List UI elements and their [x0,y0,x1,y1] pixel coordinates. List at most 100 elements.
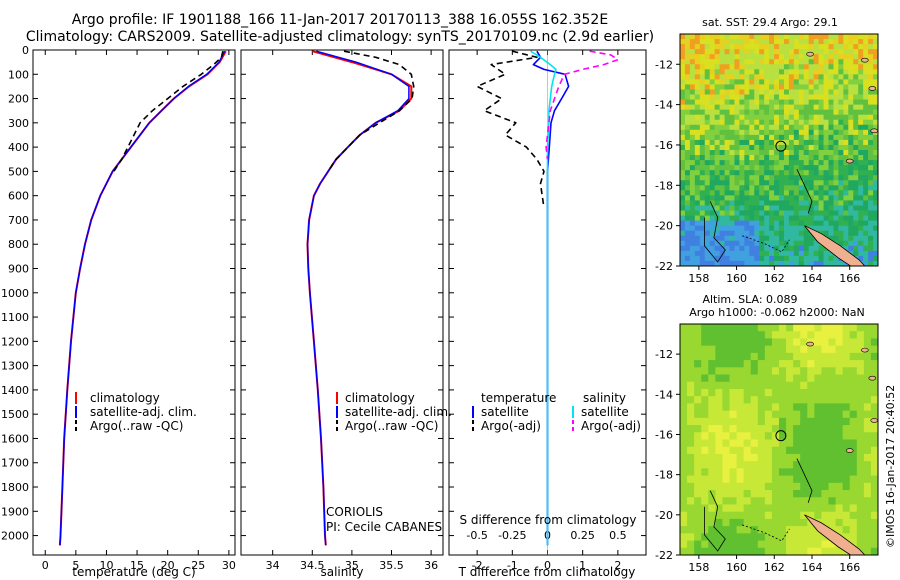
map-cell [838,210,844,216]
map-cell [764,34,770,40]
map-cell [680,518,688,527]
map-cell [807,360,815,368]
map-cell [719,245,725,252]
map-cell [769,210,775,216]
temperature-axis-label: temperature (deg C) [72,565,195,579]
map-cell [704,109,711,116]
map-cell [709,230,716,237]
map-cell [868,170,874,176]
map-cell [714,190,720,196]
map-cell [800,497,808,505]
map-cell [744,200,750,206]
map-cell [744,119,750,126]
map-cell [709,210,716,216]
map-cell [793,44,800,50]
map-cell [701,490,709,498]
map-cell [868,180,874,186]
map-cell [853,210,859,216]
map-cell [689,134,696,141]
map-cell [736,482,745,491]
map-cell [828,104,834,111]
map-cell [800,396,808,404]
map-cell [818,215,824,222]
map-cell [714,104,720,111]
map-cell [754,255,760,262]
map-cell [788,215,795,222]
map-cell [729,185,735,191]
map-cell [843,240,849,247]
map-x-tick-label: 162 [764,561,785,574]
map-cell [687,352,695,361]
map-cell [863,79,869,85]
map-cell [818,124,824,131]
map-cell [779,190,785,196]
map-cell [699,250,706,257]
map-cell [699,150,706,156]
map-cell [759,255,765,262]
map-cell [734,165,740,171]
map-cell [724,250,730,257]
map-cell [843,109,849,116]
map-cell [863,195,869,201]
map-cell [764,119,770,126]
map-cell [842,533,851,541]
map-cell [793,165,800,171]
depth-tick-label: 300 [8,117,29,130]
map-cell [699,139,706,146]
map-cell [828,195,834,201]
map-cell [818,74,824,80]
map-cell [759,235,765,242]
map-cell [853,94,859,100]
map-cell [694,195,701,201]
map-cell [719,119,725,126]
map-cell [833,144,839,151]
map-cell [835,461,844,469]
map-cell [754,139,760,146]
map-cell [722,331,730,339]
map-cell [774,119,780,126]
map-cell [814,468,822,476]
map-cell [715,396,723,404]
map-cell [714,99,720,106]
map-cell [779,165,785,171]
map-cell [734,225,740,232]
map-cell [724,200,730,206]
map-cell [754,190,760,196]
map-cell [833,44,839,50]
map-cell [708,403,716,412]
map-cell [818,134,824,141]
map-cell [757,540,766,549]
map-cell [774,59,780,65]
map-cell [729,215,735,222]
map-cell [853,44,859,50]
map-cell [684,94,691,100]
map-cell [793,129,800,136]
map-cell [779,453,787,462]
map-cell [774,99,780,106]
map-cell [783,144,790,151]
map-cell [823,205,829,211]
map-cell [739,79,745,85]
map-cell [838,260,844,266]
map-cell [680,453,688,462]
map-cell [729,54,735,60]
map-cell [739,150,745,156]
map-cell [833,220,839,227]
map-cell [759,59,765,65]
map-cell [708,367,716,375]
map-cell [680,374,688,383]
map-cell [757,475,766,484]
x-tick-label: 34 [266,559,280,572]
map-cell [744,69,750,75]
map-cell [853,235,859,242]
map-cell [821,425,829,433]
map-cell [680,235,686,242]
map-cell [783,49,790,55]
map-cell [838,84,844,90]
map-cell [769,64,775,70]
map-cell [759,175,765,181]
land-island [870,128,878,134]
map-cell [704,114,711,121]
map-cell [856,374,865,383]
map-cell [779,109,785,116]
